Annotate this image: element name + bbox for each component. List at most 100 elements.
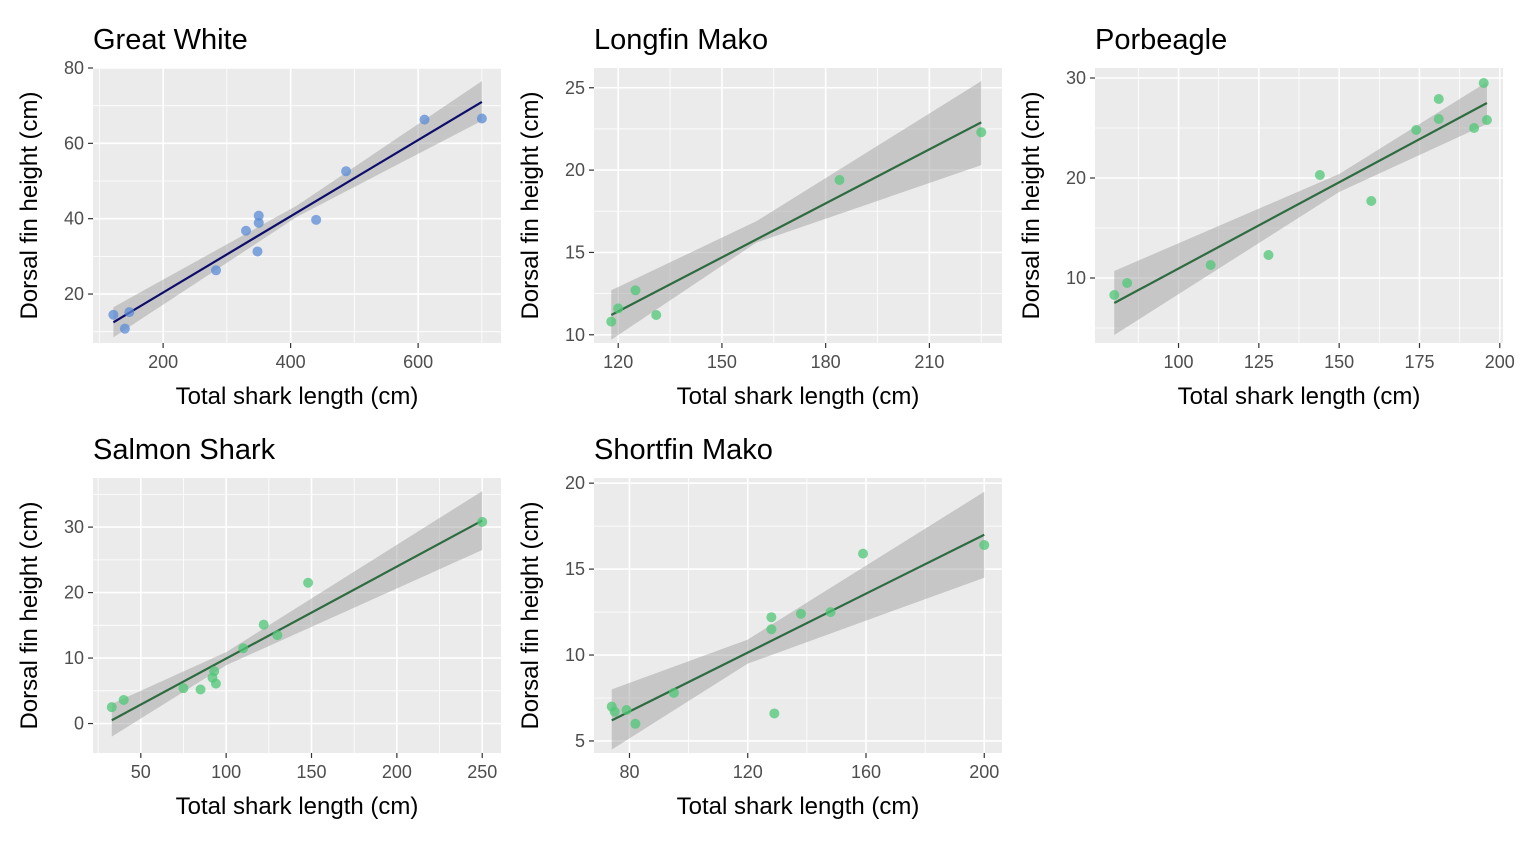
data-point	[1205, 260, 1216, 270]
data-point	[606, 316, 617, 327]
x-tick-label: 200	[1485, 352, 1515, 372]
data-point	[419, 114, 430, 125]
data-point	[210, 678, 221, 689]
x-axis-title: Total shark length (cm)	[677, 793, 920, 820]
data-point	[1263, 250, 1274, 260]
panel-3: 50 100 150 200 250 0 10 20 30 Salmon Shark Total s…	[16, 434, 501, 820]
data-point	[118, 694, 129, 705]
data-point	[195, 684, 206, 695]
data-point	[834, 174, 845, 185]
confidence-band	[113, 81, 482, 338]
x-tick-label: 200	[382, 762, 412, 782]
data-point	[1433, 114, 1444, 124]
panel-4: 80 120 160 200 5 10 15 20 Shortfin Mako Total sha…	[517, 434, 1002, 820]
panel-title: Great White	[93, 24, 248, 56]
data-point	[766, 612, 777, 623]
x-axis-title: Total shark length (cm)	[677, 383, 920, 410]
data-point	[1481, 115, 1492, 125]
confidence-band	[611, 491, 985, 750]
data-point	[253, 210, 264, 221]
data-point	[108, 309, 119, 320]
data-point	[311, 214, 322, 225]
panel-background	[594, 68, 1002, 343]
confidence-band	[1114, 82, 1487, 335]
y-tick-label: 20	[64, 583, 84, 603]
y-tick-label: 20	[1066, 168, 1086, 188]
data-point	[668, 687, 679, 698]
regression-line	[1113, 102, 1488, 304]
y-tick-label: 20	[64, 284, 84, 304]
y-tick-label: 30	[1066, 68, 1086, 88]
data-point	[211, 265, 222, 276]
x-tick-label: 210	[914, 352, 944, 372]
y-tick-label: 10	[64, 648, 84, 668]
confidence-band	[111, 491, 483, 737]
data-point	[1411, 125, 1422, 135]
data-point	[651, 310, 662, 321]
panel-title: Porbeagle	[1095, 24, 1227, 56]
x-tick-label: 120	[733, 762, 763, 782]
confidence-band	[611, 81, 982, 340]
data-point	[769, 708, 780, 719]
y-tick-label: 10	[565, 325, 585, 345]
x-tick-label: 400	[276, 352, 306, 372]
data-point	[825, 607, 836, 618]
data-point	[241, 225, 251, 236]
data-point	[124, 307, 135, 318]
x-tick-label: 160	[851, 762, 881, 782]
data-point	[178, 683, 189, 694]
data-point	[253, 217, 264, 228]
data-point	[476, 113, 487, 124]
y-tick-label: 15	[565, 559, 585, 579]
data-point	[1469, 123, 1480, 133]
y-tick-label: 10	[1066, 268, 1086, 288]
regression-line	[610, 121, 982, 316]
y-axis-title: Dorsal fin height (cm)	[16, 91, 43, 319]
y-axis-title: Dorsal fin height (cm)	[16, 501, 43, 729]
data-point	[272, 630, 283, 641]
panel-background	[93, 478, 501, 753]
y-tick-label: 40	[64, 209, 84, 229]
x-tick-label: 175	[1404, 352, 1434, 372]
y-tick-label: 25	[565, 78, 585, 98]
x-tick-label: 150	[1324, 352, 1354, 372]
panel-2: 100 125 150 175 200 10 20 30 Porbeagle Total shar…	[1018, 24, 1515, 410]
x-axis-title: Total shark length (cm)	[1178, 383, 1421, 410]
panel-title: Shortfin Mako	[594, 434, 773, 466]
panel-title: Longfin Mako	[594, 24, 768, 56]
y-tick-label: 0	[74, 714, 84, 734]
data-point	[209, 666, 220, 677]
data-point	[766, 624, 777, 635]
data-point	[252, 246, 263, 257]
panel-1: 120 150 180 210 10 15 20 25 Longfin Mako Total sh…	[517, 24, 1002, 410]
y-axis-title: Dorsal fin height (cm)	[517, 91, 544, 319]
y-tick-label: 30	[64, 517, 84, 537]
data-point	[621, 705, 632, 716]
data-point	[1478, 78, 1489, 88]
data-point	[303, 577, 314, 588]
data-point	[258, 619, 269, 630]
data-point	[1433, 94, 1444, 104]
data-point	[858, 548, 869, 559]
x-tick-label: 120	[603, 352, 633, 372]
data-point	[795, 608, 806, 619]
data-point	[976, 127, 987, 138]
data-point	[119, 323, 130, 334]
x-tick-label: 100	[211, 762, 241, 782]
y-tick-label: 60	[64, 133, 84, 153]
x-tick-label: 200	[148, 352, 178, 372]
data-point	[341, 166, 352, 177]
y-tick-label: 5	[575, 731, 585, 751]
panel-title: Salmon Shark	[93, 434, 276, 466]
x-tick-label: 125	[1244, 352, 1274, 372]
x-axis-title: Total shark length (cm)	[176, 793, 419, 820]
x-tick-label: 150	[296, 762, 326, 782]
data-point	[609, 706, 620, 717]
y-tick-label: 10	[565, 645, 585, 665]
data-point	[1314, 170, 1325, 180]
y-axis-title: Dorsal fin height (cm)	[1018, 91, 1045, 319]
panel-0: 200 400 600 20 40 60 80 Great White Total shark …	[16, 24, 501, 410]
data-point	[1366, 196, 1377, 206]
y-tick-label: 80	[64, 58, 84, 78]
